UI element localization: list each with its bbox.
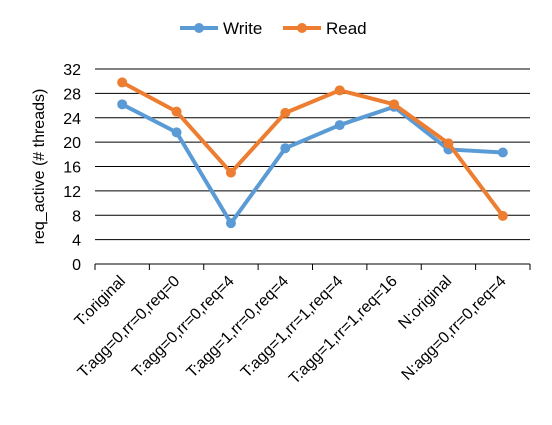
data-point-read [225,167,236,178]
x-tick-label: T:agg=1,rr=1,req=4 [238,273,347,382]
x-tick-label: N:agg=0,rr=0,req=4 [399,273,510,384]
y-tick-label: 8 [72,208,81,225]
data-point-write [171,127,182,138]
legend: Write Read [180,19,367,38]
series-group [117,77,508,229]
x-tick-label: T:agg=1,rr=1,req=16 [286,273,401,388]
data-point-read [117,77,128,88]
y-tick-label: 20 [63,135,81,152]
series-line-read [121,80,505,218]
y-tick-label: 32 [63,62,81,79]
x-tick-label: T:agg=1,rr=0,req=4 [184,273,293,382]
x-tick-label: T:agg=0,rr=0,req=4 [129,273,238,382]
x-axis-ticks: T:originalT:agg=0,rr=0,req=0T:agg=0,rr=0… [72,264,531,388]
x-tick-label: T:agg=0,rr=0,req=0 [75,273,184,382]
data-point-write [117,99,128,110]
x-tick-label: T:original [72,273,129,330]
y-tick-label: 16 [63,160,81,177]
data-point-write [225,218,236,229]
data-point-write [280,143,291,154]
data-point-write [497,147,508,158]
legend-marker-read [297,23,307,33]
gridlines [95,68,530,265]
data-point-write [334,120,345,131]
series-line-write [121,102,503,226]
y-axis-ticks: 0 4 8 12 16 20 24 28 32 [63,62,81,274]
y-tick-label: 12 [63,184,81,201]
legend-label-read: Read [326,19,367,38]
data-point-read [497,210,508,221]
data-point-read [443,138,454,149]
data-point-read [280,107,291,118]
data-point-read [171,106,182,117]
legend-marker-write [194,23,204,33]
y-tick-label: 24 [63,111,81,128]
y-tick-label: 4 [72,233,81,250]
data-point-read [334,85,345,96]
y-tick-label: 0 [72,257,81,274]
legend-label-write: Write [223,19,262,38]
data-point-read [389,99,400,110]
y-axis-title: req_active (# threads) [31,89,48,245]
y-tick-label: 28 [63,86,81,103]
